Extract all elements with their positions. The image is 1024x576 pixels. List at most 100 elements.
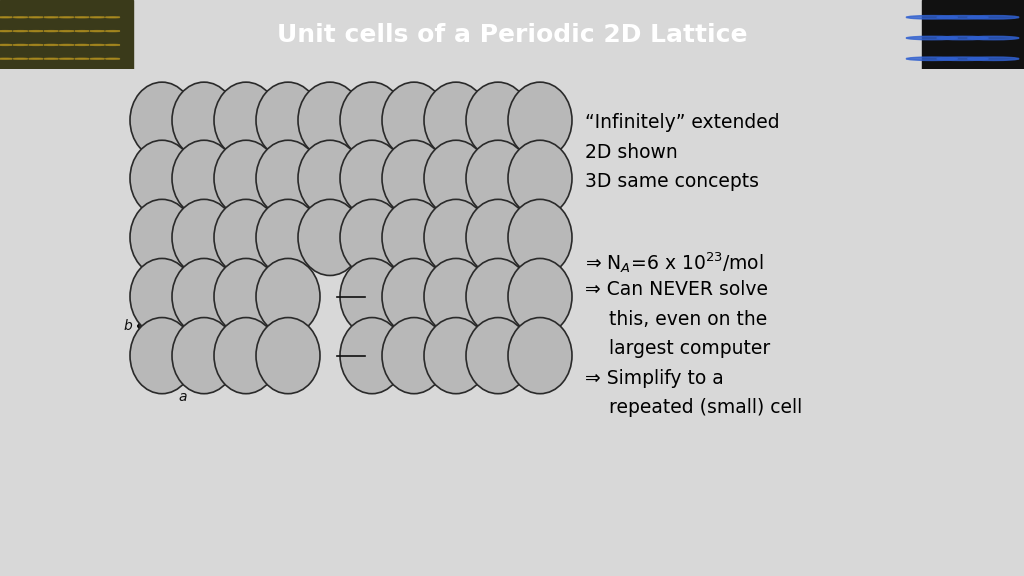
Circle shape [105, 31, 120, 32]
Circle shape [75, 44, 89, 46]
Circle shape [59, 44, 74, 46]
Circle shape [13, 17, 28, 18]
Ellipse shape [214, 317, 278, 393]
Ellipse shape [466, 82, 530, 158]
Text: ⇒ Can NEVER solve: ⇒ Can NEVER solve [585, 280, 768, 299]
Bar [0, 0, 133, 69]
Circle shape [968, 16, 1019, 19]
Ellipse shape [382, 259, 446, 335]
Ellipse shape [508, 199, 572, 275]
Ellipse shape [172, 317, 236, 393]
Ellipse shape [298, 140, 362, 217]
Circle shape [937, 16, 988, 19]
Circle shape [906, 36, 957, 40]
Ellipse shape [340, 82, 404, 158]
Ellipse shape [508, 259, 572, 335]
Ellipse shape [508, 317, 572, 393]
Bar [922, 0, 1024, 69]
Circle shape [29, 31, 43, 32]
Ellipse shape [172, 259, 236, 335]
Ellipse shape [424, 259, 488, 335]
Text: 3D same concepts: 3D same concepts [585, 172, 759, 191]
Ellipse shape [382, 317, 446, 393]
Ellipse shape [214, 140, 278, 217]
Ellipse shape [340, 259, 404, 335]
Text: 2D shown: 2D shown [585, 143, 678, 162]
Ellipse shape [466, 259, 530, 335]
Ellipse shape [466, 140, 530, 217]
Ellipse shape [298, 82, 362, 158]
Ellipse shape [424, 199, 488, 275]
Circle shape [59, 58, 74, 59]
Circle shape [937, 57, 988, 60]
Circle shape [44, 31, 58, 32]
Circle shape [75, 31, 89, 32]
Ellipse shape [214, 82, 278, 158]
Text: this, even on the: this, even on the [585, 309, 767, 328]
Circle shape [44, 58, 58, 59]
Ellipse shape [214, 259, 278, 335]
Ellipse shape [130, 317, 194, 393]
Ellipse shape [340, 199, 404, 275]
Text: Unit cells of a Periodic 2D Lattice: Unit cells of a Periodic 2D Lattice [276, 22, 748, 47]
Text: “Infinitely” extended: “Infinitely” extended [585, 113, 779, 132]
Circle shape [13, 58, 28, 59]
Circle shape [75, 17, 89, 18]
Circle shape [0, 17, 12, 18]
Text: b: b [123, 319, 132, 333]
Text: ⇒ N$_A$=6 x 10$^{23}$/mol: ⇒ N$_A$=6 x 10$^{23}$/mol [585, 251, 764, 275]
Ellipse shape [508, 140, 572, 217]
Circle shape [968, 36, 1019, 40]
Ellipse shape [424, 140, 488, 217]
Circle shape [105, 44, 120, 46]
Text: a: a [179, 390, 187, 404]
Ellipse shape [382, 140, 446, 217]
Circle shape [59, 31, 74, 32]
Ellipse shape [130, 82, 194, 158]
Circle shape [968, 57, 1019, 60]
Ellipse shape [382, 199, 446, 275]
Circle shape [44, 44, 58, 46]
Ellipse shape [130, 259, 194, 335]
Circle shape [0, 44, 12, 46]
Text: repeated (small) cell: repeated (small) cell [585, 398, 802, 417]
Ellipse shape [172, 82, 236, 158]
Ellipse shape [256, 82, 319, 158]
Ellipse shape [172, 140, 236, 217]
Ellipse shape [256, 199, 319, 275]
Ellipse shape [340, 317, 404, 393]
Circle shape [90, 58, 104, 59]
Ellipse shape [256, 140, 319, 217]
Ellipse shape [214, 199, 278, 275]
Circle shape [29, 58, 43, 59]
Ellipse shape [256, 259, 319, 335]
Circle shape [90, 17, 104, 18]
Circle shape [0, 31, 12, 32]
Ellipse shape [298, 199, 362, 275]
Circle shape [44, 17, 58, 18]
Circle shape [59, 17, 74, 18]
Ellipse shape [172, 199, 236, 275]
Circle shape [13, 44, 28, 46]
Circle shape [0, 58, 12, 59]
Text: largest computer: largest computer [585, 339, 770, 358]
Ellipse shape [466, 199, 530, 275]
Ellipse shape [466, 317, 530, 393]
Ellipse shape [508, 82, 572, 158]
Ellipse shape [130, 199, 194, 275]
Ellipse shape [256, 317, 319, 393]
Circle shape [75, 58, 89, 59]
Circle shape [29, 44, 43, 46]
Ellipse shape [382, 82, 446, 158]
Ellipse shape [424, 317, 488, 393]
Circle shape [13, 31, 28, 32]
Text: ⇒ Simplify to a: ⇒ Simplify to a [585, 369, 724, 388]
Circle shape [90, 44, 104, 46]
Circle shape [105, 17, 120, 18]
Circle shape [906, 16, 957, 19]
Circle shape [906, 57, 957, 60]
Ellipse shape [340, 140, 404, 217]
Ellipse shape [424, 82, 488, 158]
Circle shape [29, 17, 43, 18]
Circle shape [90, 31, 104, 32]
